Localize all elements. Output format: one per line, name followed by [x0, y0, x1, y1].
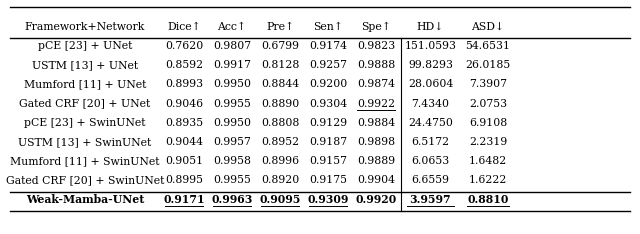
- Text: USTM [13] + UNet: USTM [13] + UNet: [32, 60, 138, 70]
- Text: 0.9044: 0.9044: [165, 137, 203, 147]
- Text: 0.8808: 0.8808: [261, 118, 299, 128]
- Text: 3.9597: 3.9597: [410, 194, 451, 205]
- Text: 0.9920: 0.9920: [355, 194, 397, 205]
- Text: 0.9898: 0.9898: [357, 137, 395, 147]
- Text: 0.8128: 0.8128: [261, 60, 299, 70]
- Text: 1.6222: 1.6222: [469, 176, 507, 185]
- Text: 0.9950: 0.9950: [213, 80, 251, 89]
- Text: ASD↓: ASD↓: [472, 22, 504, 32]
- Text: 0.9175: 0.9175: [309, 176, 347, 185]
- Text: HD↓: HD↓: [417, 22, 444, 32]
- Text: Framework+Network: Framework+Network: [24, 22, 145, 32]
- Text: 99.8293: 99.8293: [408, 60, 453, 70]
- Text: USTM [13] + SwinUNet: USTM [13] + SwinUNet: [18, 137, 152, 147]
- Text: 6.6559: 6.6559: [412, 176, 449, 185]
- Text: Acc↑: Acc↑: [218, 22, 246, 32]
- Text: 0.8935: 0.8935: [165, 118, 203, 128]
- Text: 0.9889: 0.9889: [357, 156, 395, 166]
- Text: 0.9187: 0.9187: [309, 137, 347, 147]
- Text: 54.6531: 54.6531: [465, 41, 511, 51]
- Text: Weak-Mamba-UNet: Weak-Mamba-UNet: [26, 194, 144, 205]
- Text: 0.9904: 0.9904: [357, 176, 395, 185]
- Text: 0.7620: 0.7620: [165, 41, 203, 51]
- Text: Spe↑: Spe↑: [361, 22, 391, 32]
- Text: 0.8920: 0.8920: [261, 176, 299, 185]
- Text: Dice↑: Dice↑: [167, 22, 201, 32]
- Text: 0.8995: 0.8995: [165, 176, 203, 185]
- Text: Gated CRF [20] + UNet: Gated CRF [20] + UNet: [19, 99, 150, 109]
- Text: 0.9917: 0.9917: [213, 60, 251, 70]
- Text: 7.3907: 7.3907: [469, 80, 507, 89]
- Text: 6.5172: 6.5172: [412, 137, 449, 147]
- Text: Mumford [11] + SwinUNet: Mumford [11] + SwinUNet: [10, 156, 159, 166]
- Text: 0.9823: 0.9823: [357, 41, 395, 51]
- Text: 0.8810: 0.8810: [467, 194, 509, 205]
- Text: 26.0185: 26.0185: [465, 60, 511, 70]
- Text: 0.8592: 0.8592: [165, 60, 203, 70]
- Text: pCE [23] + SwinUNet: pCE [23] + SwinUNet: [24, 118, 145, 128]
- Text: 0.9174: 0.9174: [309, 41, 347, 51]
- Text: Mumford [11] + UNet: Mumford [11] + UNet: [24, 80, 146, 89]
- Text: 6.0653: 6.0653: [412, 156, 449, 166]
- Text: 0.9171: 0.9171: [163, 194, 205, 205]
- Text: 0.6799: 0.6799: [261, 41, 299, 51]
- Text: 0.8993: 0.8993: [165, 80, 203, 89]
- Text: 1.6482: 1.6482: [469, 156, 507, 166]
- Text: pCE [23] + UNet: pCE [23] + UNet: [38, 41, 132, 51]
- Text: 6.9108: 6.9108: [469, 118, 507, 128]
- Text: 0.9957: 0.9957: [213, 137, 251, 147]
- Text: 0.9304: 0.9304: [309, 99, 347, 109]
- Text: 0.9257: 0.9257: [309, 60, 347, 70]
- Text: 24.4750: 24.4750: [408, 118, 453, 128]
- Text: 0.8952: 0.8952: [261, 137, 299, 147]
- Text: 0.9955: 0.9955: [213, 176, 251, 185]
- Text: 0.8844: 0.8844: [261, 80, 299, 89]
- Text: 0.9963: 0.9963: [211, 194, 253, 205]
- Text: 0.9046: 0.9046: [165, 99, 203, 109]
- Text: 0.8890: 0.8890: [261, 99, 299, 109]
- Text: 0.9157: 0.9157: [309, 156, 347, 166]
- Text: 0.9874: 0.9874: [357, 80, 395, 89]
- Text: Gated CRF [20] + SwinUNet: Gated CRF [20] + SwinUNet: [6, 176, 164, 185]
- Text: 0.9884: 0.9884: [357, 118, 395, 128]
- Text: 151.0593: 151.0593: [404, 41, 456, 51]
- Text: 0.9807: 0.9807: [213, 41, 251, 51]
- Text: 2.0753: 2.0753: [469, 99, 507, 109]
- Text: Sen↑: Sen↑: [313, 22, 343, 32]
- Text: 0.9051: 0.9051: [165, 156, 203, 166]
- Text: 0.8996: 0.8996: [261, 156, 299, 166]
- Text: 0.9309: 0.9309: [307, 194, 349, 205]
- Text: 0.9095: 0.9095: [259, 194, 301, 205]
- Text: 0.9888: 0.9888: [357, 60, 395, 70]
- Text: 0.9200: 0.9200: [309, 80, 347, 89]
- Text: 0.9950: 0.9950: [213, 118, 251, 128]
- Text: 0.9958: 0.9958: [213, 156, 251, 166]
- Text: 0.9922: 0.9922: [357, 99, 395, 109]
- Text: 7.4340: 7.4340: [412, 99, 449, 109]
- Text: 0.9955: 0.9955: [213, 99, 251, 109]
- Text: 28.0604: 28.0604: [408, 80, 453, 89]
- Text: Pre↑: Pre↑: [266, 22, 294, 32]
- Text: 0.9129: 0.9129: [309, 118, 347, 128]
- Text: 2.2319: 2.2319: [469, 137, 507, 147]
